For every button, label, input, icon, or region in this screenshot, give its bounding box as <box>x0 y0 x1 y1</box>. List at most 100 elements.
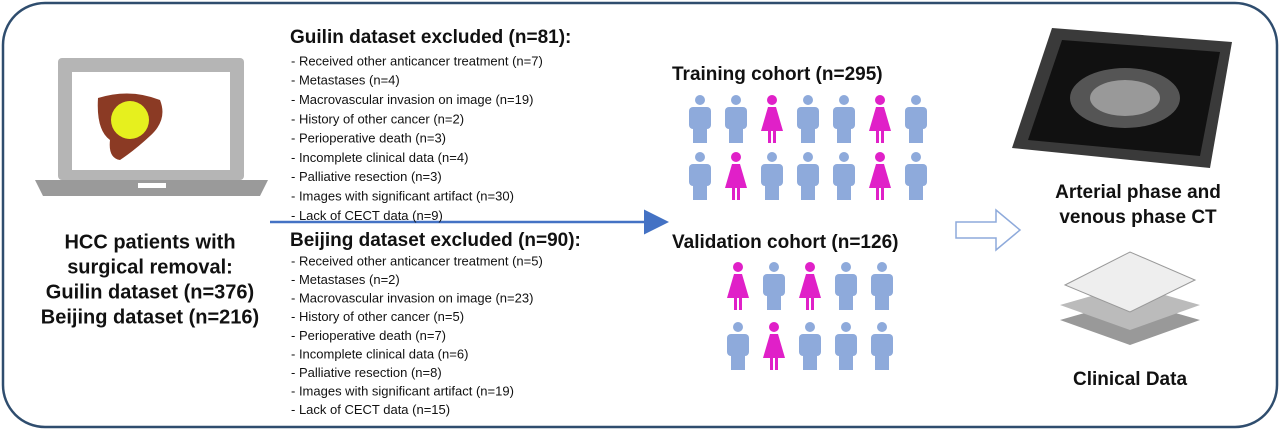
leg <box>811 298 814 310</box>
exclusion-item: - History of other cancer (n=5) <box>291 309 464 324</box>
ct-line: venous phase CT <box>1059 207 1217 228</box>
body <box>833 107 855 129</box>
legs <box>839 294 853 310</box>
male-icon <box>835 262 857 310</box>
tablet-icon <box>1012 28 1232 168</box>
male-icon <box>797 95 819 143</box>
leg <box>876 131 879 143</box>
leg <box>768 131 771 143</box>
leg <box>734 298 737 310</box>
female-icon <box>799 262 821 310</box>
head <box>805 262 815 272</box>
exclusion-item: - Palliative resection (n=3) <box>291 169 442 184</box>
patients-line: HCC patients with <box>64 231 235 253</box>
document-icon <box>1060 251 1200 345</box>
head <box>805 322 815 332</box>
body <box>869 107 891 131</box>
legs <box>767 294 781 310</box>
exclusion-item: - Palliative resection (n=8) <box>291 365 442 380</box>
male-icon <box>833 152 855 200</box>
head <box>731 152 741 162</box>
exclusion-item: - Metastases (n=2) <box>291 272 400 287</box>
exclusion-item: - Macrovascular invasion on image (n=19) <box>291 92 533 107</box>
male-icon <box>761 152 783 200</box>
leg <box>806 298 809 310</box>
body <box>869 164 891 188</box>
head <box>841 322 851 332</box>
legs <box>839 354 853 370</box>
male-icon <box>835 322 857 370</box>
leg <box>737 188 740 200</box>
male-icon <box>797 152 819 200</box>
leg <box>876 188 879 200</box>
legs <box>801 127 815 143</box>
body <box>727 274 749 298</box>
male-icon <box>763 262 785 310</box>
exclusion-item: - Incomplete clinical data (n=4) <box>291 150 468 165</box>
leg <box>732 188 735 200</box>
body <box>871 334 893 356</box>
body <box>835 274 857 296</box>
male-icon <box>871 262 893 310</box>
male-icon <box>905 95 927 143</box>
body <box>871 274 893 296</box>
legs <box>801 184 815 200</box>
head <box>695 152 705 162</box>
laptop-icon <box>35 58 268 196</box>
head <box>803 152 813 162</box>
head <box>911 95 921 105</box>
legs <box>875 354 889 370</box>
legs <box>837 127 851 143</box>
body <box>905 107 927 129</box>
head <box>769 322 779 332</box>
head <box>875 95 885 105</box>
patients-line: surgical removal: <box>67 256 233 278</box>
exclusion-item: - Received other anticancer treatment (n… <box>291 253 543 268</box>
male-icon <box>871 322 893 370</box>
female-icon <box>869 152 891 200</box>
body <box>797 164 819 186</box>
exclusion-item: - Macrovascular invasion on image (n=23) <box>291 291 533 306</box>
leg <box>775 358 778 370</box>
female-icon <box>869 95 891 143</box>
body <box>727 334 749 356</box>
exclusion-item: - Images with significant artifact (n=19… <box>291 384 514 399</box>
hollow-arrow <box>955 208 1022 252</box>
female-icon <box>727 262 749 310</box>
legs <box>693 184 707 200</box>
legs <box>909 127 923 143</box>
head <box>769 262 779 272</box>
leg <box>881 131 884 143</box>
body <box>761 107 783 131</box>
exclusion-item: - Lack of CECT data (n=9) <box>291 208 443 223</box>
body <box>725 107 747 129</box>
male-icon <box>799 322 821 370</box>
head <box>695 95 705 105</box>
male-icon <box>689 95 711 143</box>
people-icons <box>689 95 927 370</box>
head <box>767 152 777 162</box>
exclusion-item: - Incomplete clinical data (n=6) <box>291 346 468 361</box>
male-icon <box>689 152 711 200</box>
head <box>839 152 849 162</box>
head <box>767 95 777 105</box>
legs <box>803 354 817 370</box>
female-icon <box>725 152 747 200</box>
body <box>761 164 783 186</box>
legs <box>765 184 779 200</box>
legs <box>729 127 743 143</box>
patients-text: HCC patients with surgical removal: Guilin… <box>41 231 259 328</box>
exclusion-item: - Received other anticancer treatment (n… <box>291 53 543 68</box>
legs <box>909 184 923 200</box>
body <box>799 274 821 298</box>
training-title: Training cohort (n=295) <box>672 64 883 85</box>
body <box>689 164 711 186</box>
body <box>763 334 785 358</box>
exclusion-item: - Perioperative death (n=3) <box>291 131 446 146</box>
exclusion-item: - History of other cancer (n=2) <box>291 111 464 126</box>
exclusion-item: - Images with significant artifact (n=30… <box>291 189 514 204</box>
leg <box>881 188 884 200</box>
head <box>911 152 921 162</box>
leg <box>773 131 776 143</box>
